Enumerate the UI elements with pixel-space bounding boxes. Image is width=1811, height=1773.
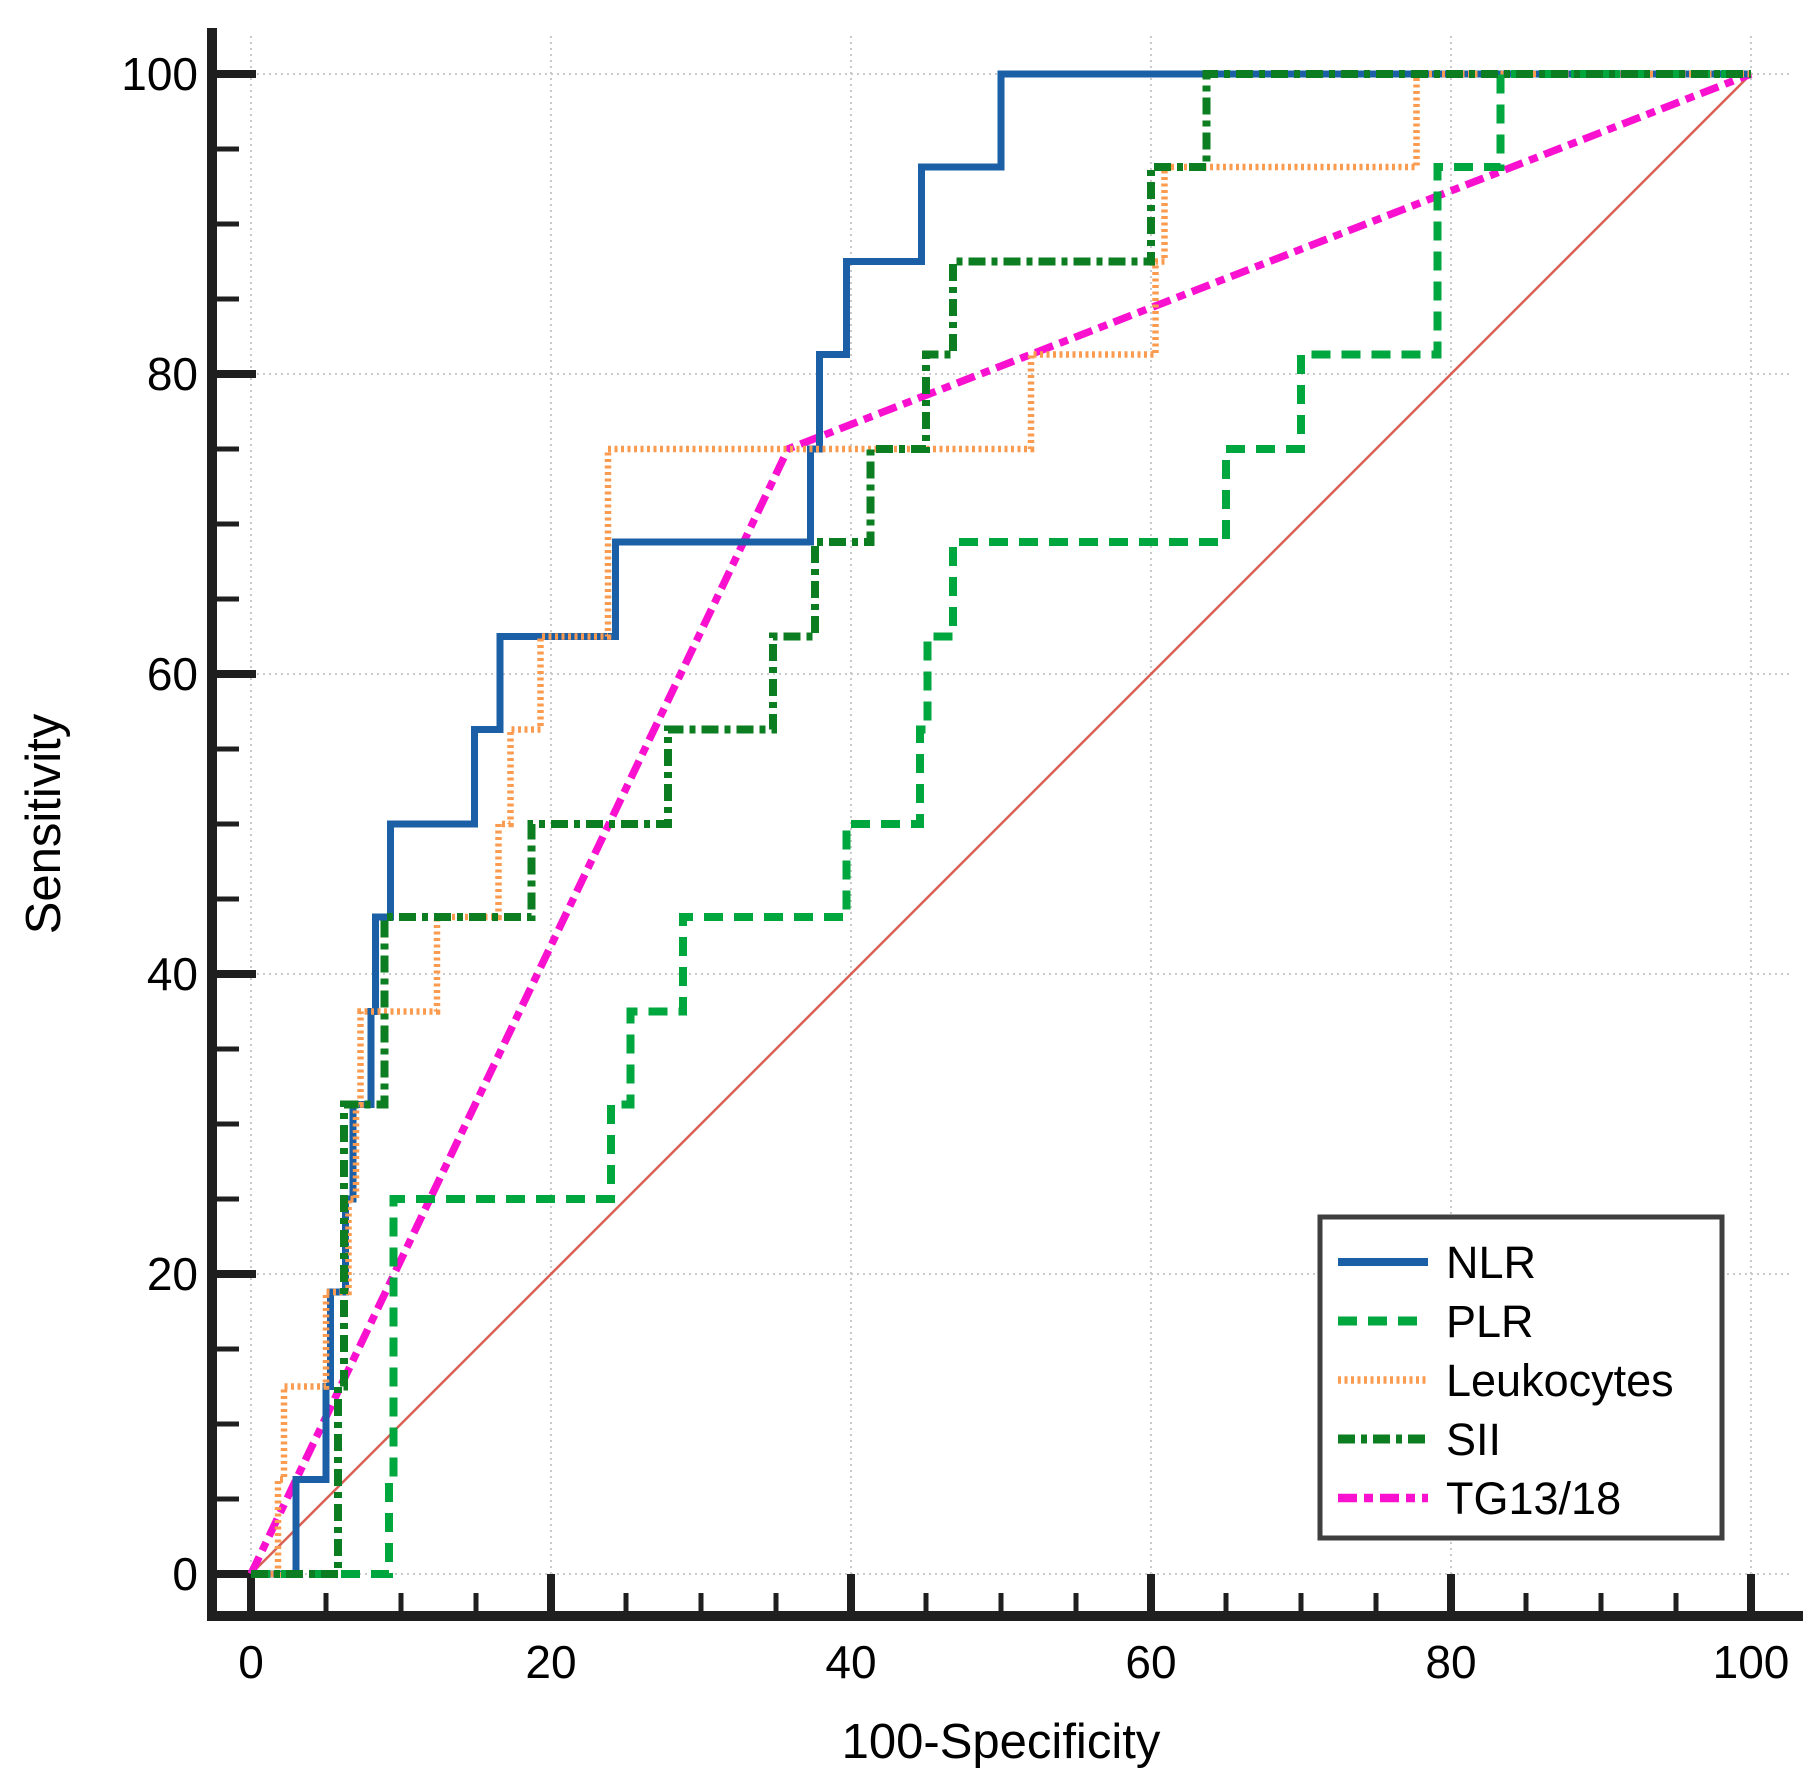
roc-curve-reference-diagonal: [250, 73, 1752, 1575]
y-tick-label-20: 20: [147, 1248, 198, 1300]
y-tick-label-0: 0: [172, 1548, 198, 1600]
roc-curve-tg13-18: [247, 70, 1753, 1576]
axis-titles-group: 100-Specificity Sensitivity: [17, 713, 1161, 1769]
curves-group: [247, 70, 1753, 1578]
legend-item-sii: SII: [1338, 1414, 1501, 1465]
x-tick-label-20: 20: [525, 1636, 576, 1688]
legend-label-nlr: NLR: [1446, 1237, 1536, 1288]
y-tick-label-100: 100: [121, 48, 198, 100]
legend-label-sii: SII: [1446, 1414, 1501, 1465]
x-tick-label-40: 40: [825, 1636, 876, 1688]
roc-curve-nlr: [251, 70, 1751, 1578]
legend-label-tg13-18: TG13/18: [1446, 1473, 1621, 1524]
legend-label-leukocytes: Leukocytes: [1446, 1355, 1674, 1406]
y-axis-title: Sensitivity: [17, 713, 71, 934]
axes-group: [207, 28, 1803, 1621]
x-axis-spine: [207, 1611, 1803, 1621]
y-tick-label-80: 80: [147, 348, 198, 400]
legend-group: NLR PLR Leukocytes SII TG13/18: [1317, 1214, 1725, 1541]
legend-item-nlr: NLR: [1338, 1237, 1536, 1288]
y-axis-spine: [207, 28, 217, 1621]
legend-item-plr: PLR: [1338, 1296, 1534, 1347]
y-tick-label-40: 40: [147, 948, 198, 1000]
roc-curve-sii: [251, 70, 1751, 1578]
x-tick-label-80: 80: [1425, 1636, 1476, 1688]
legend-label-plr: PLR: [1446, 1296, 1534, 1347]
roc-curve-leukocytes: [251, 70, 1751, 1578]
legend-item-tg13-18: TG13/18: [1338, 1473, 1621, 1524]
x-tick-label-100: 100: [1713, 1636, 1790, 1688]
x-tick-label-0: 0: [238, 1636, 264, 1688]
y-tick-label-60: 60: [147, 648, 198, 700]
legend-box: [1317, 1214, 1725, 1541]
x-tick-label-60: 60: [1125, 1636, 1176, 1688]
tick-labels-group: 0 20 40 60 80 100 0 20 40 60 80 100: [121, 48, 1789, 1688]
x-axis-title: 100-Specificity: [842, 1715, 1161, 1769]
legend-item-leukocytes: Leukocytes: [1338, 1355, 1674, 1406]
